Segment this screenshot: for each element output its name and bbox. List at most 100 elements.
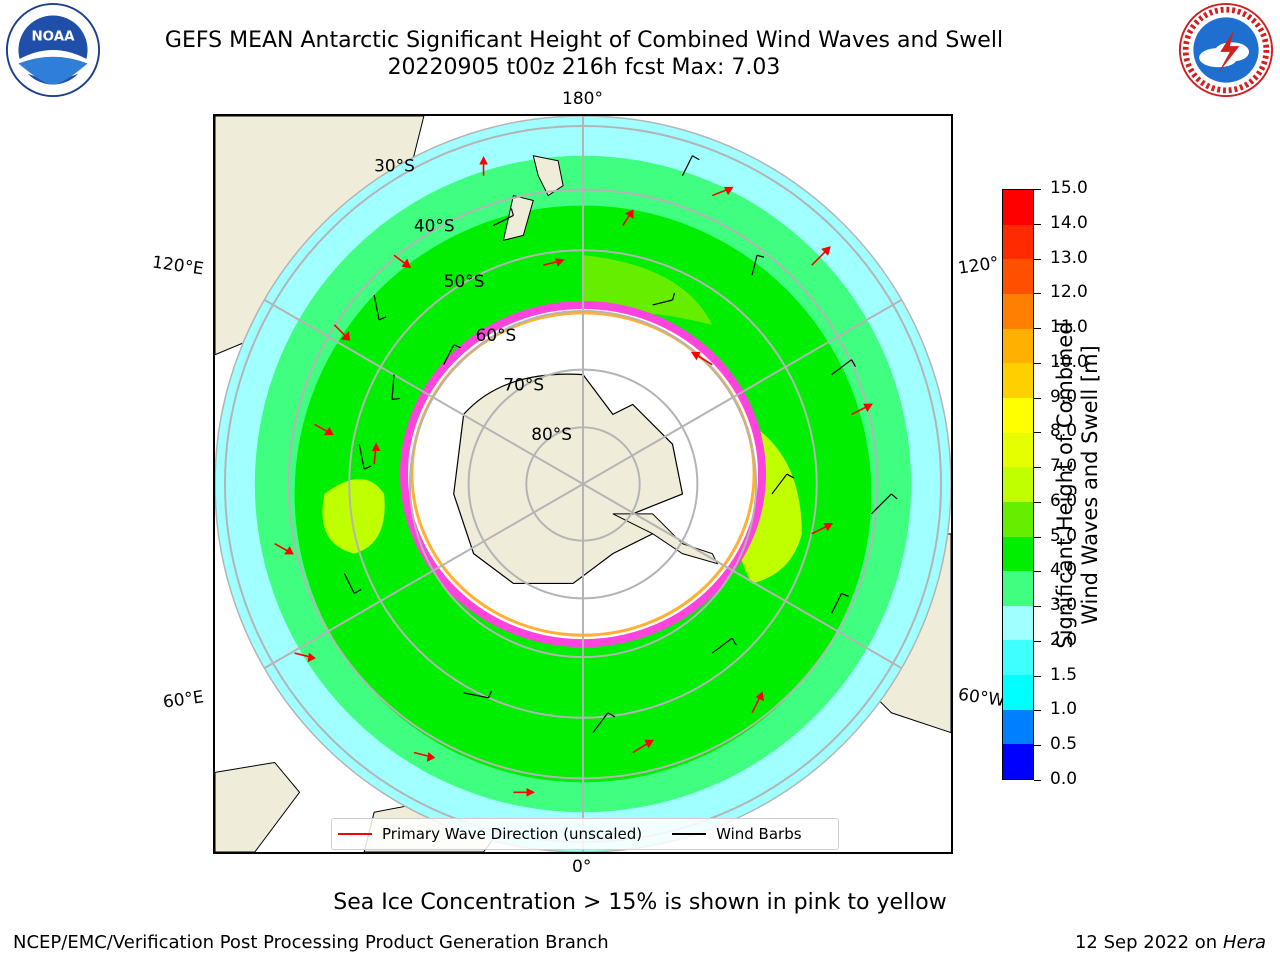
colorbar-tick: [1034, 189, 1041, 190]
colorbar-segment: [1003, 397, 1033, 433]
colorbar-tick: [1034, 467, 1041, 469]
colorbar-tick-label: 2.0: [1050, 629, 1078, 650]
colorbar-segment: [1003, 467, 1033, 502]
colorbar-tick: [1034, 258, 1041, 260]
new-zealand-south: [502, 194, 534, 242]
barb-legend-swatch: [672, 833, 707, 835]
map-legend: Primary Wave Direction (unscaled) Wind B…: [331, 818, 839, 850]
wave-arrow: [811, 522, 834, 535]
wave-legend-swatch: [338, 833, 372, 835]
colorbar-tick: [1034, 640, 1041, 642]
noaa-logo-text: NOAA: [31, 29, 75, 44]
wind-barb: [443, 344, 461, 365]
wave-arrow: [751, 691, 765, 714]
chart-subtitle: 20220905 t00z 216h fcst Max: 7.03: [387, 55, 781, 80]
colorbar-tick-label: 3.0: [1050, 595, 1078, 616]
colorbar-tick-label: 1.0: [1050, 699, 1078, 720]
lat-label-30s: 30°S: [374, 156, 415, 176]
wave-arrows: [274, 155, 873, 797]
wave-arrow: [690, 351, 713, 366]
colorbar-segment: [1003, 605, 1033, 641]
footer-host: Hera: [1222, 932, 1266, 953]
lat-label-40s: 40°S: [414, 215, 455, 235]
colorbar-tick-label: 11.0: [1050, 317, 1088, 338]
colorbar-tick: [1034, 501, 1041, 503]
wind-barb: [681, 155, 700, 176]
colorbar-tick-label: 4.0: [1050, 560, 1078, 581]
wave-arrow: [543, 258, 565, 267]
colorbar-tick-label: 12.0: [1050, 282, 1088, 303]
colorbar-segment: [1003, 501, 1033, 537]
nws-logo: [1178, 2, 1274, 98]
wind-barb: [343, 573, 362, 594]
colorbar-label-line1: Significant Height of Combined: [1053, 321, 1077, 649]
colorbar-segment: [1003, 328, 1033, 364]
lat-label-60s: 60°S: [476, 325, 517, 345]
antarctic-peninsula: [612, 513, 719, 565]
colorbar-segment: [1003, 363, 1033, 398]
wind-barb: [493, 208, 514, 226]
lon-label-120w: 120°: [956, 253, 1001, 279]
polar-map: 30°S 40°S 50°S 60°S 70°S 80°S: [215, 116, 951, 852]
lon-label-0: 0°: [572, 857, 592, 877]
colorbar-segment: [1003, 224, 1033, 260]
wind-barbs: [343, 155, 898, 734]
wave-arrow: [479, 155, 488, 176]
colorbar-tick-label: 1.5: [1050, 664, 1078, 685]
wave-arrow: [393, 254, 412, 269]
colorbar-tick: [1034, 710, 1041, 712]
colorbar-tick-label: 0.5: [1050, 734, 1078, 755]
colorbar-label: Significant Height of Combined Wind Wave…: [1053, 165, 1103, 805]
colorbar-ticks: 0.0 0.5 1.0 1.5 2.0 3.0 4.0 5.0 6.0 7.0 8.0 9.0 10.0…: [1034, 178, 1096, 790]
colorbar-tick-label: 8.0: [1050, 421, 1078, 442]
colorbar-tick-label: 9.0: [1050, 386, 1078, 407]
wind-barb: [463, 690, 493, 699]
lat-label-50s: 50°S: [444, 271, 485, 291]
colorbar-tick: [1034, 432, 1041, 434]
map-panel: 30°S 40°S 50°S 60°S 70°S 80°S: [213, 114, 953, 854]
chart-title: GEFS MEAN Antarctic Significant Height o…: [164, 28, 1004, 53]
wave-arrow: [811, 246, 831, 266]
colorbar-tick: [1034, 745, 1041, 747]
wind-barb: [592, 712, 616, 734]
colorbar-tick: [1034, 362, 1041, 364]
lon-label-60w: 60°W: [956, 684, 1007, 712]
footer-left: NCEP/EMC/Verification Post Processing Pr…: [13, 932, 609, 953]
wind-barb: [711, 637, 737, 654]
wind-barb: [871, 493, 898, 515]
wave-arrow: [622, 209, 634, 226]
swh-field-high-west: [322, 479, 385, 554]
colorbar-tick-label: 15.0: [1050, 178, 1088, 198]
barb-legend-label: Wind Barbs: [716, 825, 802, 843]
colorbar-segment: [1003, 536, 1033, 572]
wave-legend-label: Primary Wave Direction (unscaled): [382, 825, 643, 843]
wave-arrow: [513, 788, 536, 797]
colorbar-tick-label: 13.0: [1050, 247, 1088, 268]
colorbar-segment: [1003, 744, 1033, 779]
wave-arrow: [371, 442, 381, 465]
wind-barb: [358, 444, 372, 470]
africa-land: [215, 761, 301, 852]
colorbar-tick: [1034, 606, 1041, 608]
colorbar-segment: [1003, 432, 1033, 468]
wave-arrow: [333, 324, 351, 341]
colorbar-tick-label: 6.0: [1050, 490, 1078, 511]
colorbar-tick: [1034, 328, 1041, 330]
wind-barb: [391, 374, 401, 401]
colorbar-tick: [1034, 571, 1041, 573]
wave-arrow: [851, 403, 873, 416]
graticule: [215, 116, 951, 852]
noaa-logo: NOAA: [5, 2, 101, 98]
colorbar-segment: [1003, 190, 1033, 225]
wave-arrow: [413, 751, 436, 762]
colorbar-tick-label: 0.0: [1050, 769, 1078, 789]
colorbar-segment: [1003, 571, 1033, 606]
wind-barb: [751, 254, 765, 276]
wind-barb: [373, 294, 387, 321]
colorbar-tick-label: 5.0: [1050, 525, 1078, 546]
footer-date: 12 Sep 2022 on: [1074, 932, 1218, 953]
wave-arrow: [294, 652, 316, 663]
colorbar-tick: [1034, 675, 1041, 677]
wave-arrow: [274, 542, 294, 555]
wave-arrow: [314, 423, 334, 436]
